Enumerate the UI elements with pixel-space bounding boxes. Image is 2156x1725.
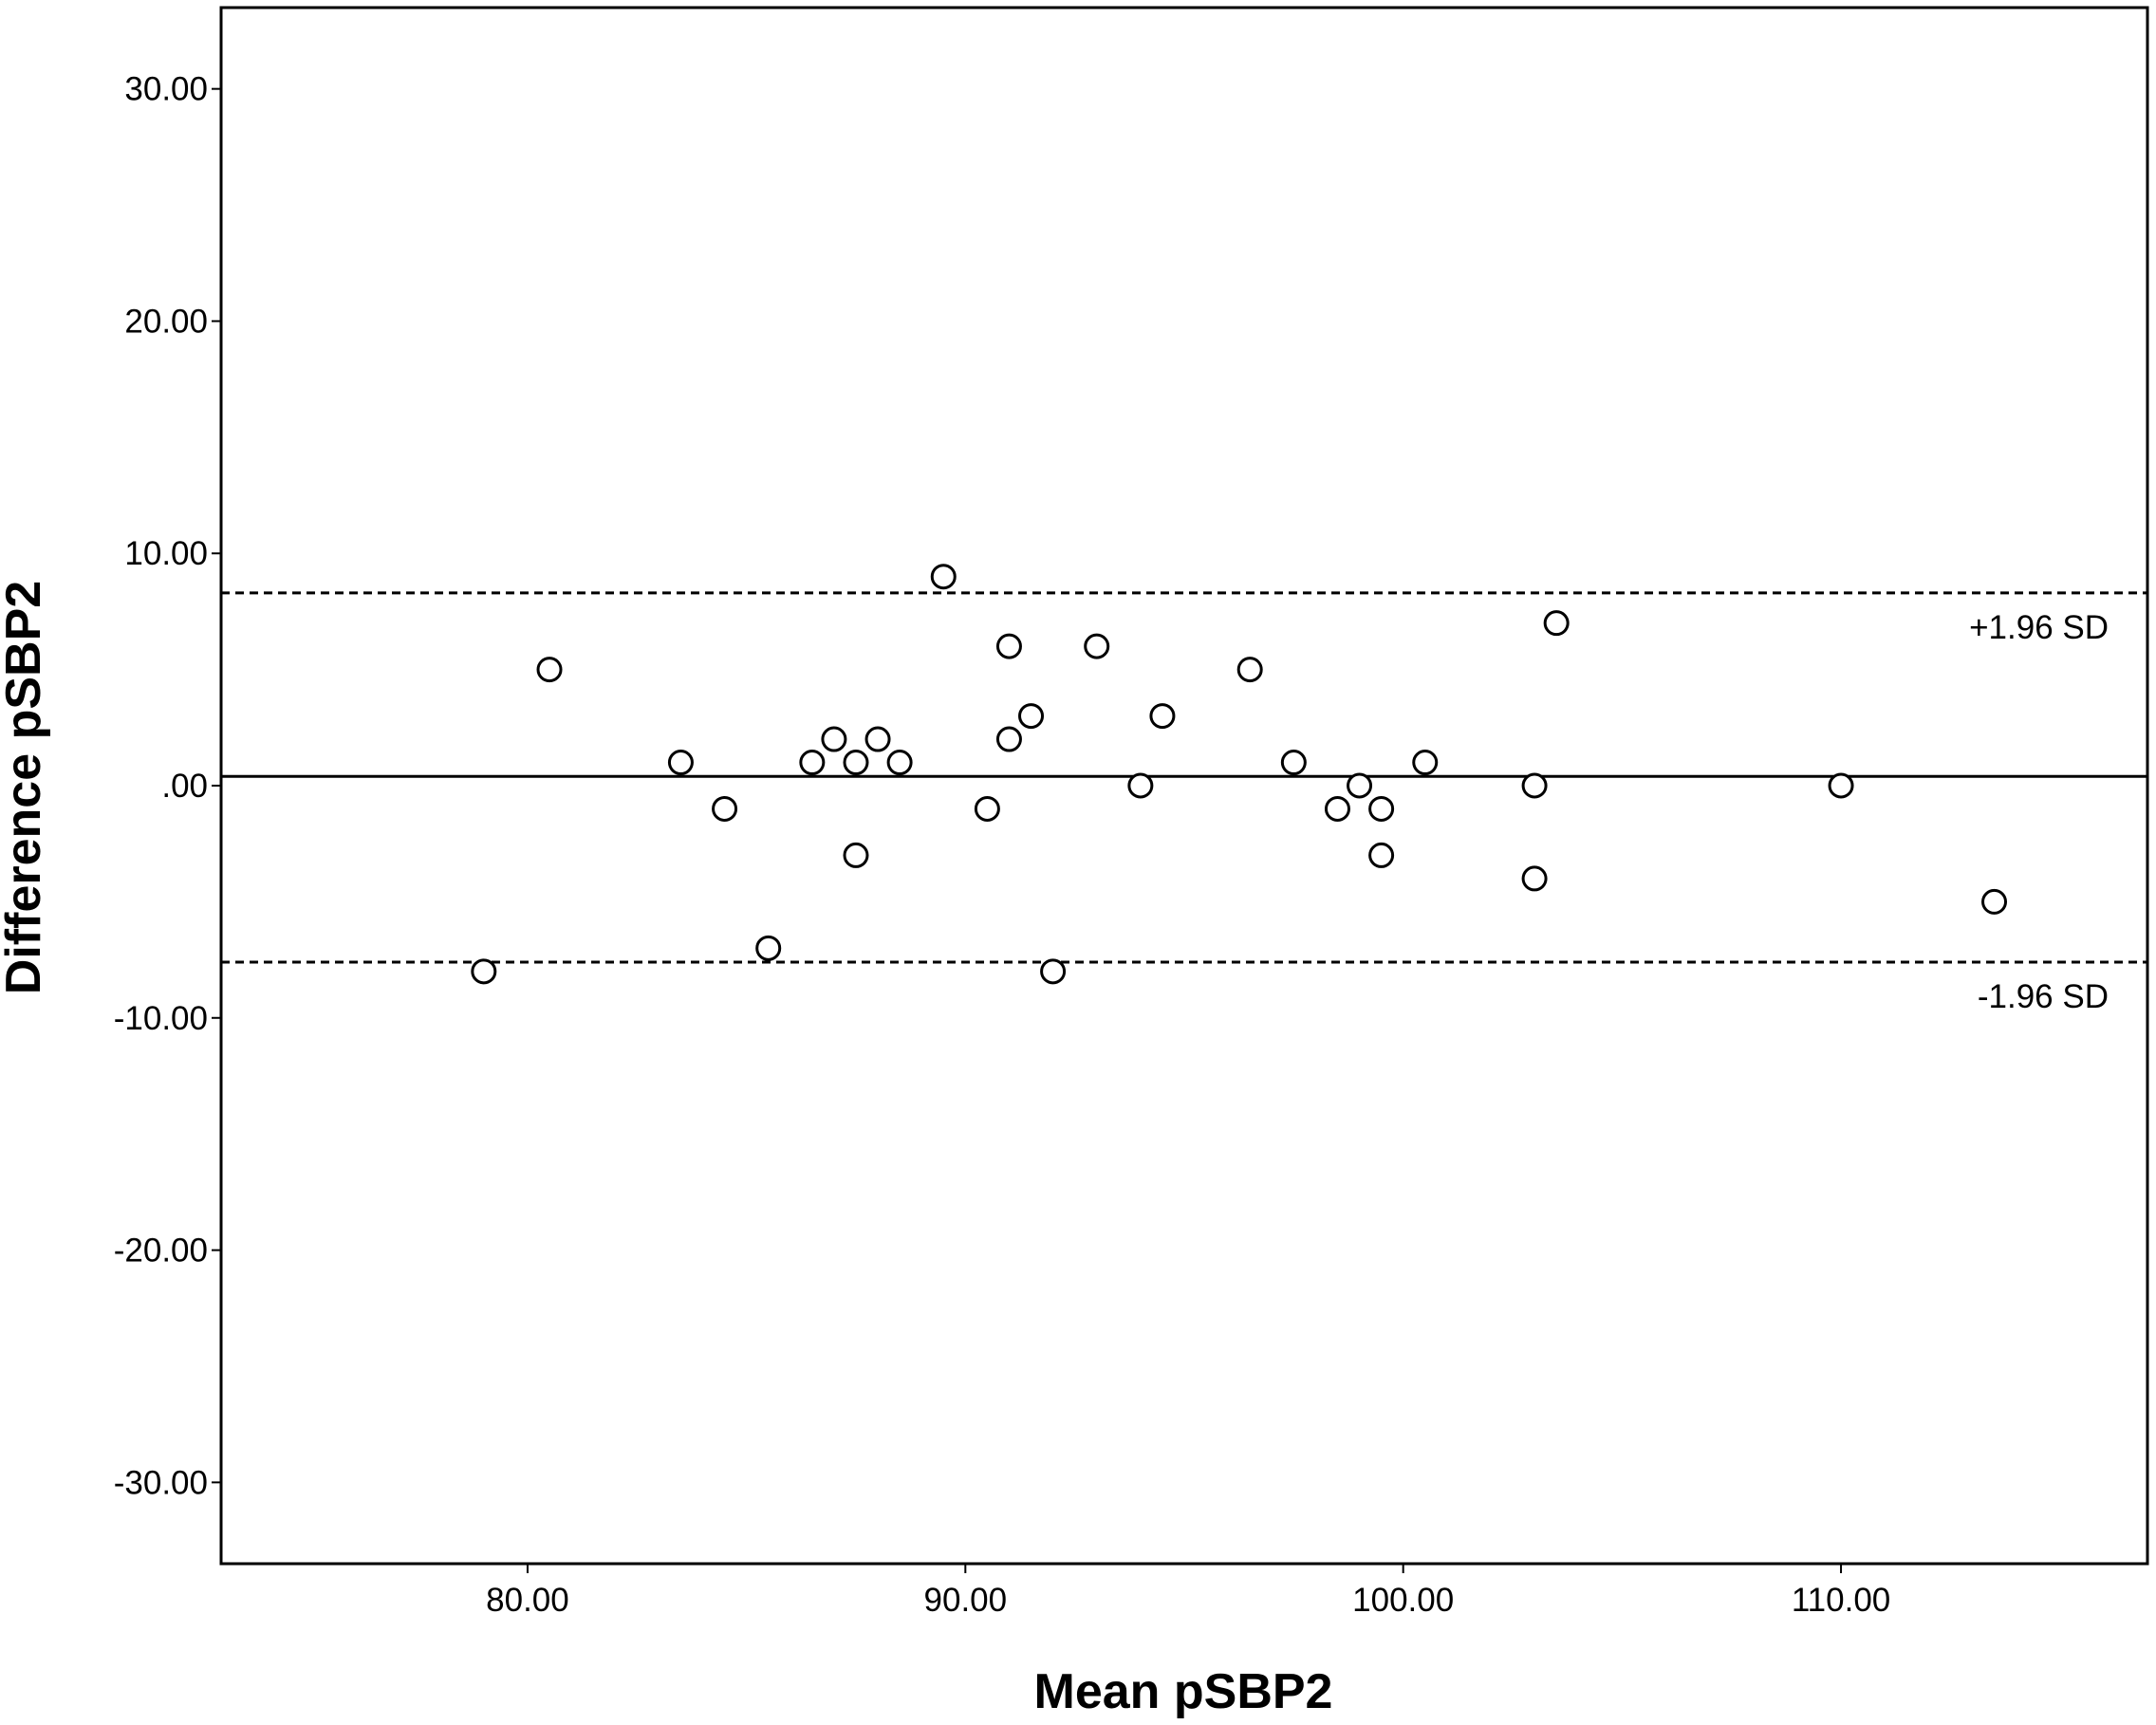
data-point bbox=[1127, 772, 1154, 799]
y-tick-label: -30.00 bbox=[114, 1464, 208, 1501]
data-point bbox=[1149, 703, 1176, 730]
data-point bbox=[1368, 795, 1395, 822]
y-tick-label: 10.00 bbox=[124, 535, 208, 572]
x-tick-label: 80.00 bbox=[486, 1582, 569, 1619]
reference-lines bbox=[221, 591, 2147, 964]
data-point bbox=[995, 633, 1022, 659]
data-point bbox=[886, 750, 913, 776]
data-point bbox=[667, 750, 694, 776]
data-point bbox=[1368, 842, 1395, 868]
y-tick-label: -20.00 bbox=[114, 1233, 208, 1270]
data-point bbox=[974, 795, 1000, 822]
reference-line-labels: +1.96 SD -1.96 SD bbox=[1969, 609, 2109, 1015]
data-point bbox=[1828, 772, 1854, 799]
x-axis-ticks: 80.00 90.00 100.00 110.00 bbox=[486, 1564, 1890, 1619]
data-point bbox=[930, 564, 957, 590]
x-tick-label: 110.00 bbox=[1792, 1582, 1890, 1619]
data-point bbox=[1018, 703, 1045, 730]
y-tick-label: 20.00 bbox=[124, 303, 208, 340]
data-point bbox=[755, 935, 782, 961]
data-point bbox=[1412, 750, 1439, 776]
data-point bbox=[843, 842, 869, 868]
data-point bbox=[799, 750, 826, 776]
data-point bbox=[1347, 772, 1373, 799]
data-point bbox=[712, 795, 738, 822]
data-point bbox=[1324, 795, 1350, 822]
y-tick-label: 30.00 bbox=[124, 71, 208, 108]
y-axis-ticks: 30.00 20.00 10.00 .00 -10.00 -20.00 -30.00 bbox=[114, 71, 221, 1501]
x-axis-title: Mean pSBP2 bbox=[1034, 1664, 1333, 1719]
data-point bbox=[1521, 865, 1548, 892]
y-tick-label: -10.00 bbox=[114, 1000, 208, 1037]
data-point bbox=[1084, 633, 1110, 659]
data-point bbox=[536, 657, 563, 683]
data-point bbox=[843, 750, 869, 776]
data-point bbox=[1236, 657, 1263, 683]
reference-line-label: -1.96 SD bbox=[1978, 978, 2109, 1015]
data-point bbox=[1543, 610, 1570, 637]
x-tick-label: 90.00 bbox=[924, 1582, 1008, 1619]
data-point bbox=[1280, 750, 1307, 776]
y-tick-label: .00 bbox=[161, 768, 208, 805]
data-point bbox=[864, 726, 891, 752]
data-point bbox=[995, 726, 1022, 752]
x-tick-label: 100.00 bbox=[1352, 1582, 1454, 1619]
reference-line-label: +1.96 SD bbox=[1969, 609, 2109, 646]
data-point bbox=[1981, 888, 2008, 915]
data-point bbox=[1040, 958, 1067, 985]
data-points bbox=[471, 564, 2008, 985]
data-point bbox=[821, 726, 847, 752]
data-point bbox=[1521, 772, 1548, 799]
data-point bbox=[471, 958, 497, 985]
y-axis-title: Difference pSBP2 bbox=[0, 581, 51, 994]
